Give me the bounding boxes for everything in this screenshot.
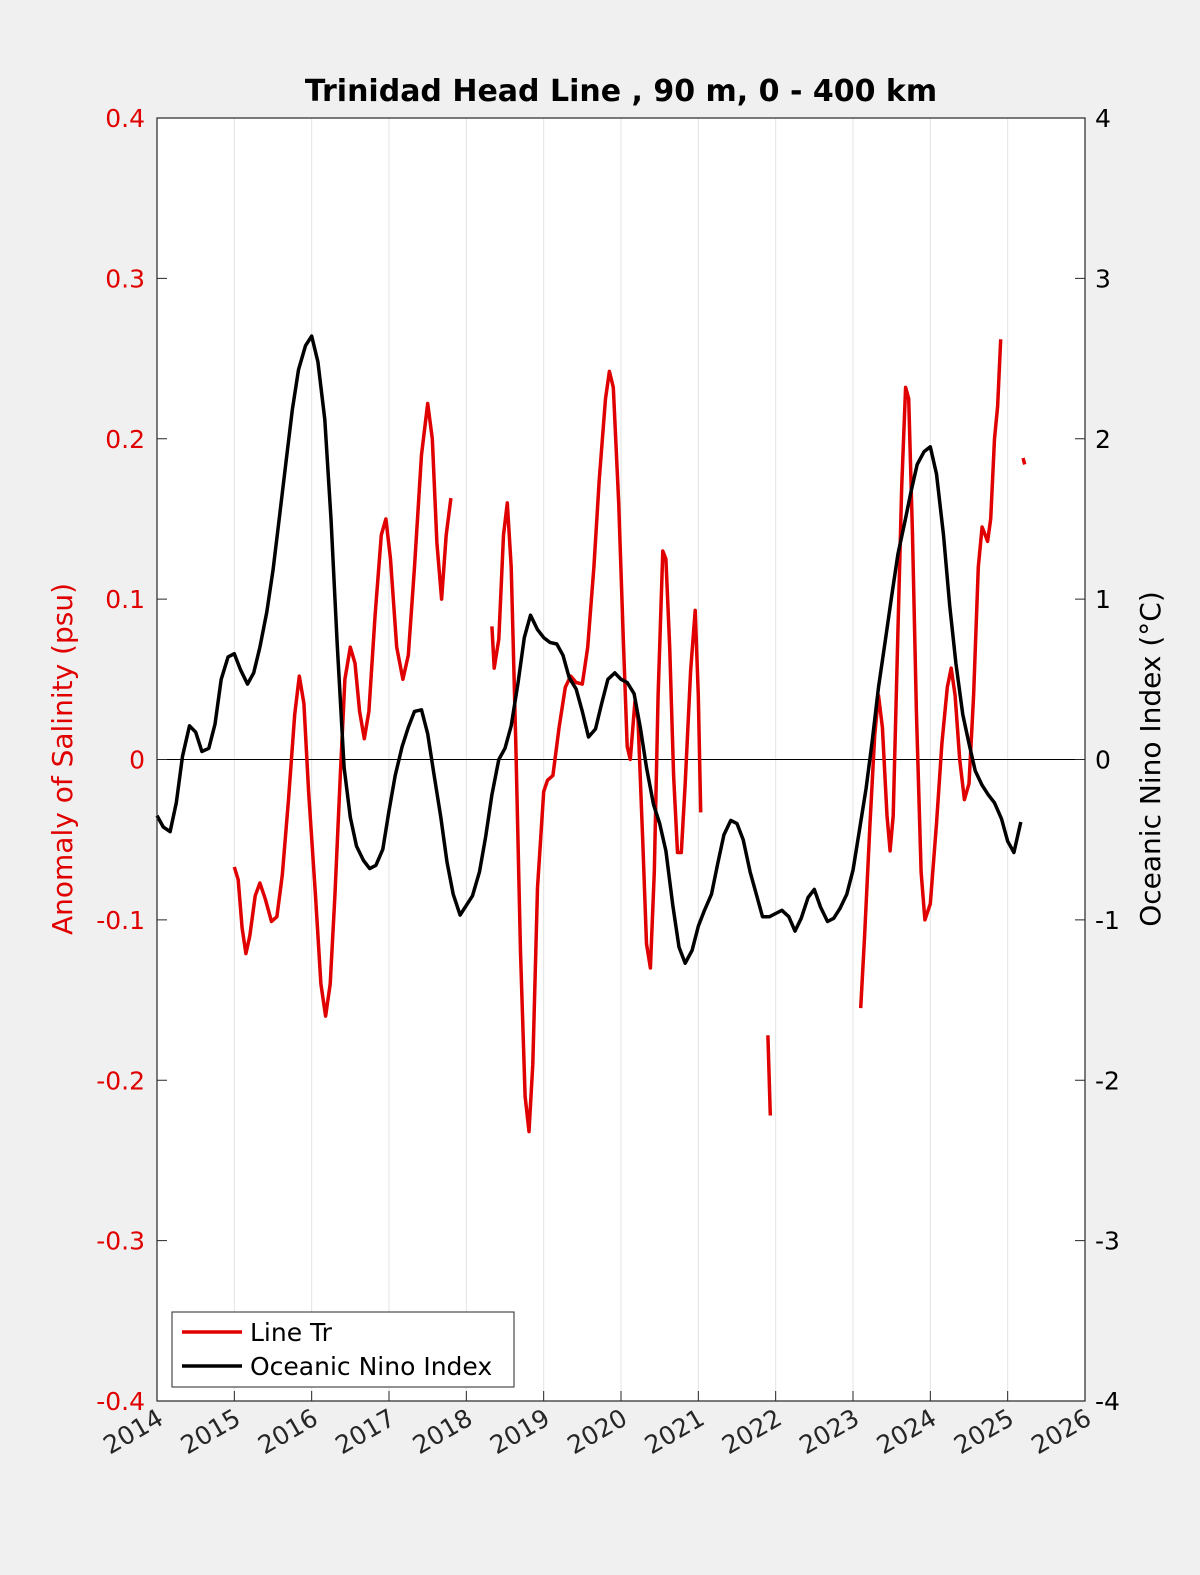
y-tick-label-right: 2 xyxy=(1095,425,1111,454)
legend-box xyxy=(171,1311,515,1388)
y-tick-label-right: -1 xyxy=(1095,906,1120,935)
chart-title: Trinidad Head Line , 90 m, 0 - 400 km xyxy=(305,74,937,109)
y-tick-label-left: -0.3 xyxy=(96,1227,145,1256)
y-tick-label-left: 0 xyxy=(129,746,145,775)
y-tick-label-right: 0 xyxy=(1095,746,1111,775)
legend-label-oni: Oceanic Nino Index xyxy=(250,1352,492,1381)
y-tick-label-right: -4 xyxy=(1095,1387,1120,1416)
series-line-tr xyxy=(490,369,703,1134)
y-tick-label-left: 0.3 xyxy=(105,264,145,293)
y-tick-label-left: 0.2 xyxy=(105,425,145,454)
legend: Line Tr Oceanic Nino Index xyxy=(171,1311,515,1388)
y-tick-label-left: 0.1 xyxy=(105,585,145,614)
series-line-tr xyxy=(858,339,1003,1009)
y-axis-label-left: Anomaly of Salinity (psu) xyxy=(46,583,79,935)
y-tick-label-right: 1 xyxy=(1095,585,1111,614)
series-line-tr xyxy=(1021,457,1027,465)
y-tick-label-left: -0.2 xyxy=(96,1066,145,1095)
y-tick-label-right: -3 xyxy=(1095,1227,1120,1256)
legend-label-line-tr: Line Tr xyxy=(250,1318,333,1347)
series-oni xyxy=(155,334,1023,965)
y-tick-label-right: -2 xyxy=(1095,1066,1120,1095)
y-tick-label-left: -0.4 xyxy=(96,1387,145,1416)
y-tick-label-right: 4 xyxy=(1095,104,1111,133)
series-layer xyxy=(155,334,1027,1134)
y-tick-label-left: -0.1 xyxy=(96,906,145,935)
y-axis-label-right: Oceanic Nino Index (°C) xyxy=(1134,591,1167,927)
series-line-tr xyxy=(766,1035,773,1116)
y-tick-label-left: 0.4 xyxy=(105,104,145,133)
y-tick-label-right: 3 xyxy=(1095,264,1111,293)
series-line-tr xyxy=(232,401,453,1018)
